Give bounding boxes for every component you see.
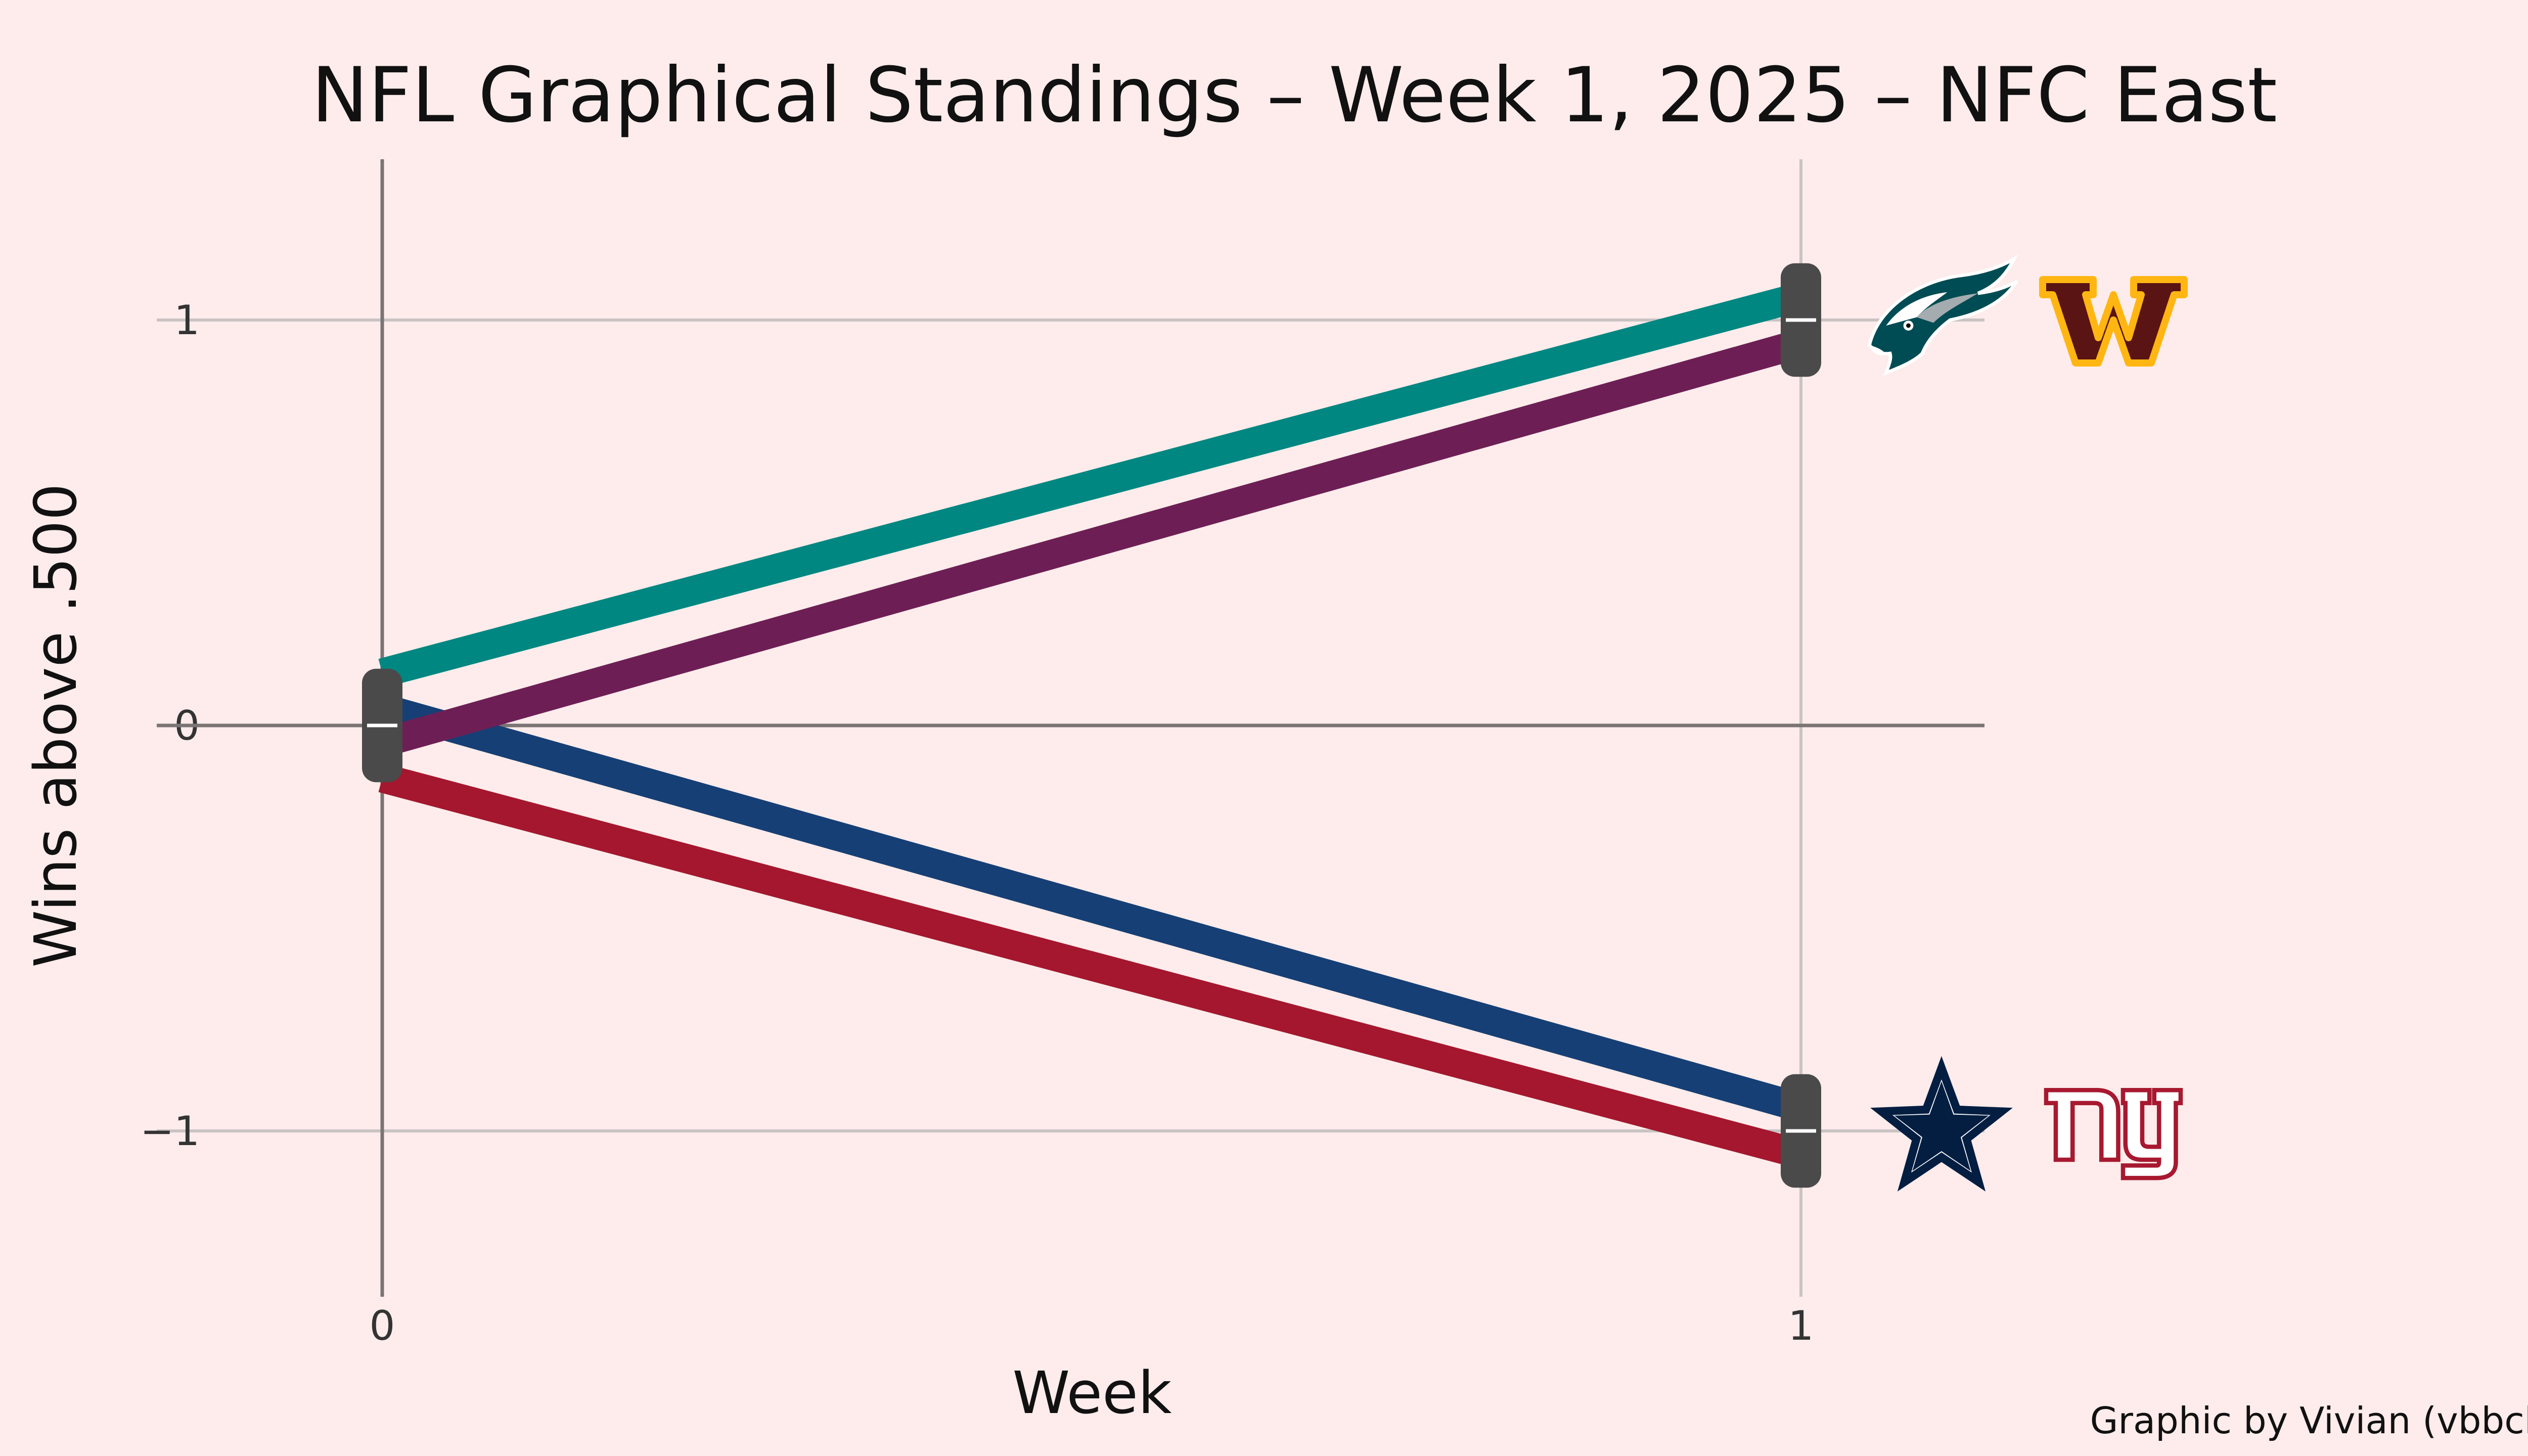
giants-logo-icon xyxy=(2044,1087,2183,1180)
series-line xyxy=(378,282,1805,688)
y-tick-label: −1 xyxy=(140,1108,200,1155)
x-axis-label: Week xyxy=(1012,1359,1171,1427)
team-logos xyxy=(1867,254,2188,1192)
y-axis-label: Wins above .500 xyxy=(22,483,90,968)
chart-credit: Graphic by Vivian (vbbcla) xyxy=(2090,1399,2528,1442)
y-tick-label: 1 xyxy=(174,297,200,344)
cowboys-logo-icon xyxy=(1870,1056,2013,1192)
chart-title: NFL Graphical Standings – Week 1, 2025 –… xyxy=(311,52,2277,140)
series-line xyxy=(378,763,1805,1169)
x-tick-label: 1 xyxy=(1788,1302,1814,1349)
x-tick-label: 0 xyxy=(370,1302,395,1349)
week-markers xyxy=(362,263,1821,1188)
series-line xyxy=(378,329,1805,757)
series-lines xyxy=(378,282,1805,1169)
eagles-logo-icon xyxy=(1867,254,2018,376)
commanders-logo-icon xyxy=(2039,276,2188,367)
series-line xyxy=(378,694,1805,1122)
